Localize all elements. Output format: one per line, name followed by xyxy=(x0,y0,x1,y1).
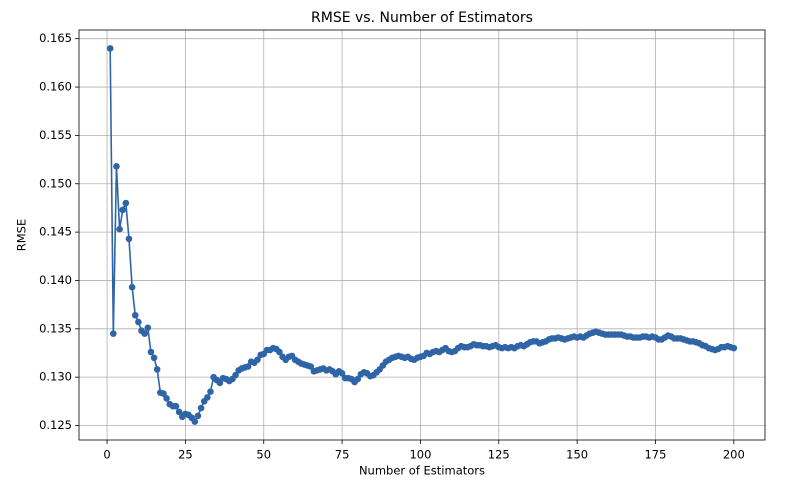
point xyxy=(244,363,252,370)
point xyxy=(150,354,158,362)
y-tick-label: 0.155 xyxy=(39,128,72,142)
point xyxy=(135,318,142,326)
point xyxy=(160,390,167,397)
y-tick-label: 0.125 xyxy=(39,418,72,432)
point xyxy=(141,330,148,337)
x-tick-label: 50 xyxy=(256,448,271,462)
point xyxy=(730,344,738,352)
point xyxy=(147,348,155,356)
y-tick-label: 0.160 xyxy=(39,80,72,94)
point xyxy=(204,394,211,401)
point xyxy=(175,408,183,416)
y-tick-label: 0.130 xyxy=(39,370,72,384)
chart-title: RMSE vs. Number of Estimators xyxy=(311,10,533,26)
x-tick-label: 25 xyxy=(178,448,193,462)
point xyxy=(254,356,261,364)
y-tick-label: 0.140 xyxy=(39,273,72,287)
point xyxy=(172,402,180,410)
x-tick-label: 200 xyxy=(723,448,745,462)
x-tick-label: 175 xyxy=(644,448,666,462)
point xyxy=(216,379,224,387)
point xyxy=(131,311,139,319)
point xyxy=(194,412,202,420)
y-tick-label: 0.145 xyxy=(39,225,72,239)
point xyxy=(119,206,127,214)
point xyxy=(163,395,170,402)
x-tick-label: 125 xyxy=(488,448,510,462)
x-tick-label: 75 xyxy=(335,448,350,462)
plot-frame xyxy=(78,29,766,441)
x-tick-label: 150 xyxy=(566,448,588,462)
point xyxy=(191,418,199,425)
point xyxy=(125,235,133,243)
point xyxy=(144,324,152,332)
point xyxy=(153,366,161,373)
x-tick-label: 0 xyxy=(103,448,110,462)
point xyxy=(338,369,346,377)
point xyxy=(276,348,283,356)
x-axis-label: Number of Estimators xyxy=(359,464,485,478)
point xyxy=(207,388,214,395)
point xyxy=(122,199,130,207)
y-tick-label: 0.150 xyxy=(39,176,72,190)
y-axis-label: RMSE xyxy=(15,219,29,251)
point xyxy=(197,404,205,412)
point xyxy=(106,45,114,52)
x-tick-label: 100 xyxy=(409,448,431,462)
point xyxy=(232,371,239,379)
point xyxy=(110,330,117,337)
y-tick-label: 0.135 xyxy=(39,321,72,335)
point xyxy=(113,163,120,170)
point xyxy=(128,283,136,291)
point xyxy=(307,363,315,370)
line xyxy=(109,48,735,424)
point xyxy=(354,375,362,383)
y-tick-label: 0.165 xyxy=(39,31,72,45)
point xyxy=(116,225,123,233)
